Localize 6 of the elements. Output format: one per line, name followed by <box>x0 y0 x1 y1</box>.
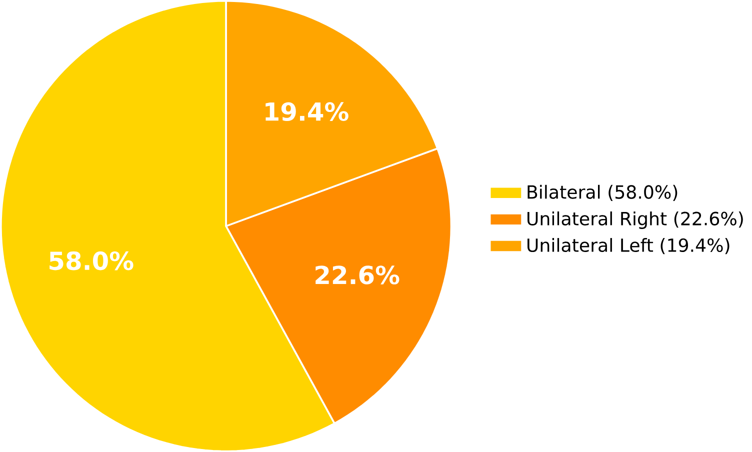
data-label: 22.6% <box>316 266 400 284</box>
legend-label: Unilateral Right (22.6%) <box>528 211 743 229</box>
legend-label: Unilateral Left (19.4%) <box>528 238 730 254</box>
data-label: 19.4% <box>266 102 348 121</box>
data-label: 58.0% <box>50 251 134 270</box>
legend-label: Bilateral (58.0%) <box>528 184 678 201</box>
